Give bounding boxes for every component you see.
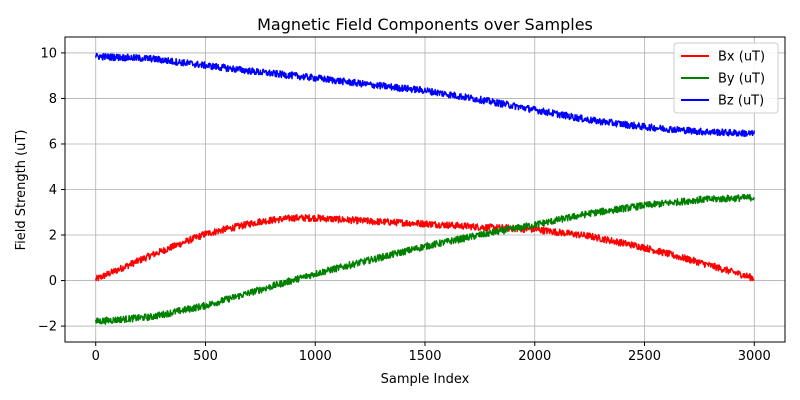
x-tick-label: 500 [193, 349, 218, 364]
y-tick-label: 4 [49, 183, 57, 198]
y-tick-label: 0 [49, 274, 57, 289]
series-lines [94, 52, 756, 325]
series-line-1 [94, 214, 755, 282]
legend: Bx (uT) By (uT) Bz (uT) [673, 42, 779, 114]
series-line-2 [94, 193, 756, 325]
x-axis-ticks: 0 500 1000 1500 2000 2500 3000 [92, 342, 771, 364]
y-tick-label: 2 [49, 229, 57, 244]
grid-lines [65, 37, 785, 342]
y-tick-label: −2 [38, 320, 57, 335]
legend-label: Bx (uT) [718, 50, 765, 65]
chart-title: Magnetic Field Components over Samples [257, 15, 593, 34]
legend-label: Bz (uT) [718, 94, 764, 109]
x-tick-label: 1500 [408, 349, 441, 364]
y-tick-label: 8 [49, 92, 57, 107]
x-axis-label: Sample Index [381, 372, 470, 387]
y-tick-label: 6 [49, 137, 57, 152]
x-tick-label: 2000 [518, 349, 551, 364]
x-tick-label: 1000 [299, 349, 332, 364]
y-tick-label: 10 [40, 46, 57, 61]
legend-box [673, 42, 779, 114]
legend-label: By (uT) [718, 72, 765, 87]
x-tick-label: 2500 [628, 349, 661, 364]
y-axis-label: Field Strength (uT) [14, 130, 29, 251]
series-line-3 [94, 52, 756, 138]
x-tick-label: 3000 [738, 349, 771, 364]
x-tick-label: 0 [92, 349, 100, 364]
y-axis-ticks: −2 0 2 4 6 8 10 [38, 46, 65, 335]
